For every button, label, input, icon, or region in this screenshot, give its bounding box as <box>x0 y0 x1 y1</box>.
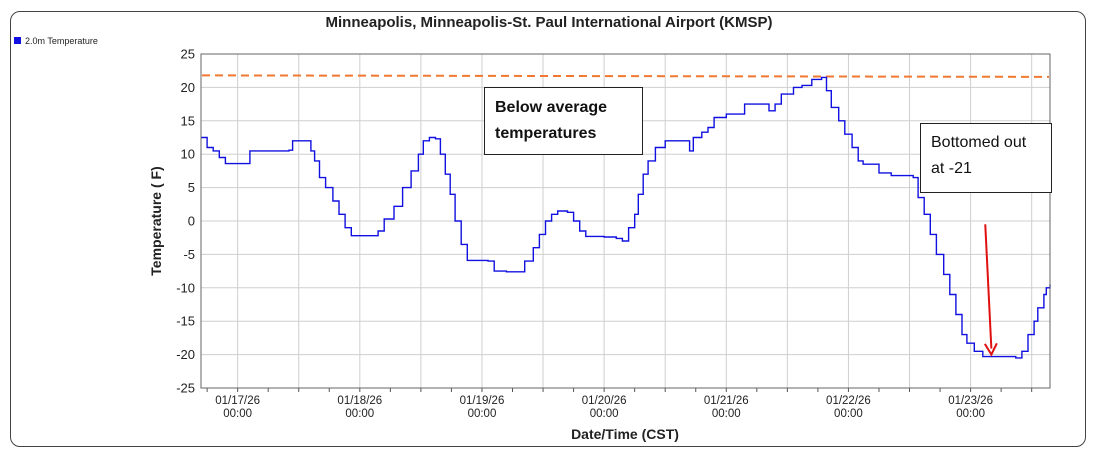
series-line-temperature <box>201 76 1051 359</box>
y-tick-label: -10 <box>176 280 195 295</box>
y-tick-label: -20 <box>176 347 195 362</box>
y-tick-label: 20 <box>181 80 195 95</box>
x-tick-date: 01/23/26 <box>948 395 993 407</box>
y-tick-label: -15 <box>176 314 195 329</box>
y-tick-label: 0 <box>188 214 195 229</box>
y-tick-labels: 25 20 15 10 5 0 -5 -10 -15 -20 -25 <box>176 47 195 396</box>
x-axis-label: Date/Time (CST) <box>571 426 679 442</box>
x-tick-time: 00:00 <box>468 408 497 420</box>
arrow-head <box>984 342 998 357</box>
x-tick-date: 01/19/26 <box>460 395 505 407</box>
x-tick-date: 01/21/26 <box>704 395 749 407</box>
y-tick-label: -5 <box>183 247 195 262</box>
chart-frame <box>10 11 1086 447</box>
arrow-shaft <box>984 224 993 349</box>
x-tick-time: 00:00 <box>223 408 252 420</box>
x-tick-time: 00:00 <box>590 408 619 420</box>
y-axis-label: Temperature ( F) <box>148 166 164 275</box>
y-tick-label: 25 <box>181 47 195 62</box>
x-tick-date: 01/20/26 <box>582 395 627 407</box>
x-tick-date: 01/18/26 <box>337 395 382 407</box>
plot-border <box>200 53 1051 389</box>
chart-title: Minneapolis, Minneapolis-St. Paul Intern… <box>326 14 773 31</box>
x-tick-date: 01/22/26 <box>826 395 871 407</box>
legend: 2.0m Temperature <box>14 36 98 46</box>
y-tick-label: 10 <box>181 147 195 162</box>
legend-swatch <box>14 37 21 44</box>
annotation-below-average: Below average temperatures <box>484 87 643 155</box>
y-tick-label: -25 <box>176 381 195 396</box>
x-tick-time: 00:00 <box>834 408 863 420</box>
y-tick-label: 5 <box>188 180 195 195</box>
x-tick-time: 00:00 <box>345 408 374 420</box>
x-tick-time: 00:00 <box>956 408 985 420</box>
average-temperature-line <box>201 74 1050 78</box>
x-tick-date: 01/17/26 <box>215 395 260 407</box>
x-tick-time: 00:00 <box>712 408 741 420</box>
legend-label: 2.0m Temperature <box>25 36 98 46</box>
x-tick-labels: 01/17/2600:0001/18/2600:0001/19/2600:000… <box>215 395 993 420</box>
y-tick-label: 15 <box>181 113 195 128</box>
annotation-arrow <box>984 224 998 357</box>
annotation-bottomed-out: Bottomed out at -21 <box>920 123 1052 193</box>
